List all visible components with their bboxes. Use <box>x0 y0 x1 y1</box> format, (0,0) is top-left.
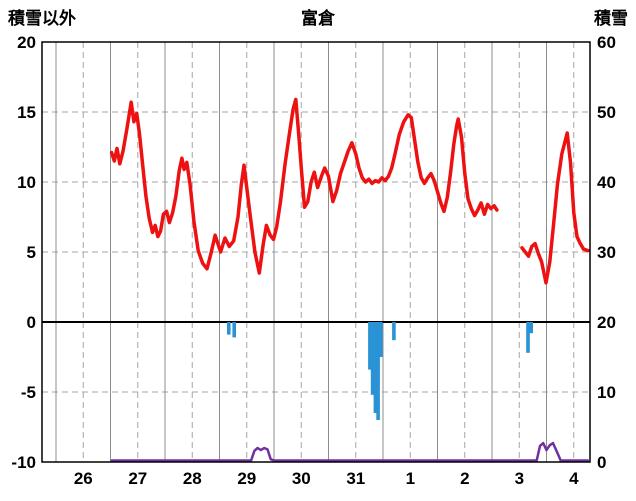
snow-depth-line <box>110 441 590 462</box>
right-axis-tick-label: 50 <box>597 103 616 122</box>
right-axis-tick-label: 60 <box>597 33 616 52</box>
right-axis-tick-label: 10 <box>597 383 616 402</box>
right-axis-tick-label: 30 <box>597 243 616 262</box>
series-group <box>109 97 590 462</box>
x-axis-tick-label: 31 <box>346 469 365 488</box>
x-axis-tick-label: 27 <box>128 469 147 488</box>
x-axis-tick-label: 29 <box>237 469 256 488</box>
left-axis-title: 積雪以外 <box>8 9 76 28</box>
x-axis-tick-label: 2 <box>460 469 469 488</box>
temperature-line <box>109 97 590 285</box>
right-axis-tick-label: 40 <box>597 173 616 192</box>
left-axis-tick-label: 0 <box>27 313 36 332</box>
left-axis-tick-label: 5 <box>27 243 36 262</box>
left-axis-tick-label: -5 <box>21 383 36 402</box>
left-axis-tick-label: 10 <box>17 173 36 192</box>
left-axis-tick-label: -10 <box>11 453 36 472</box>
right-axis-tick-label: 20 <box>597 313 616 332</box>
x-axis-tick-label: 1 <box>406 469 415 488</box>
plot-frame <box>41 41 591 463</box>
x-axis-tick-label: 3 <box>515 469 524 488</box>
precipitation-bars <box>227 322 533 420</box>
chart-title: 富倉 <box>301 9 335 28</box>
x-axis-tick-label: 30 <box>292 469 311 488</box>
x-axis-tick-label: 4 <box>569 469 579 488</box>
x-axis-tick-label: 26 <box>74 469 93 488</box>
right-axis-tick-label: 0 <box>597 453 606 472</box>
right-axis-title: 積雪 <box>594 9 628 28</box>
left-axis-tick-label: 20 <box>17 33 36 52</box>
gridlines <box>42 42 590 462</box>
x-axis-tick-label: 28 <box>183 469 202 488</box>
left-axis-tick-label: 15 <box>17 103 36 122</box>
